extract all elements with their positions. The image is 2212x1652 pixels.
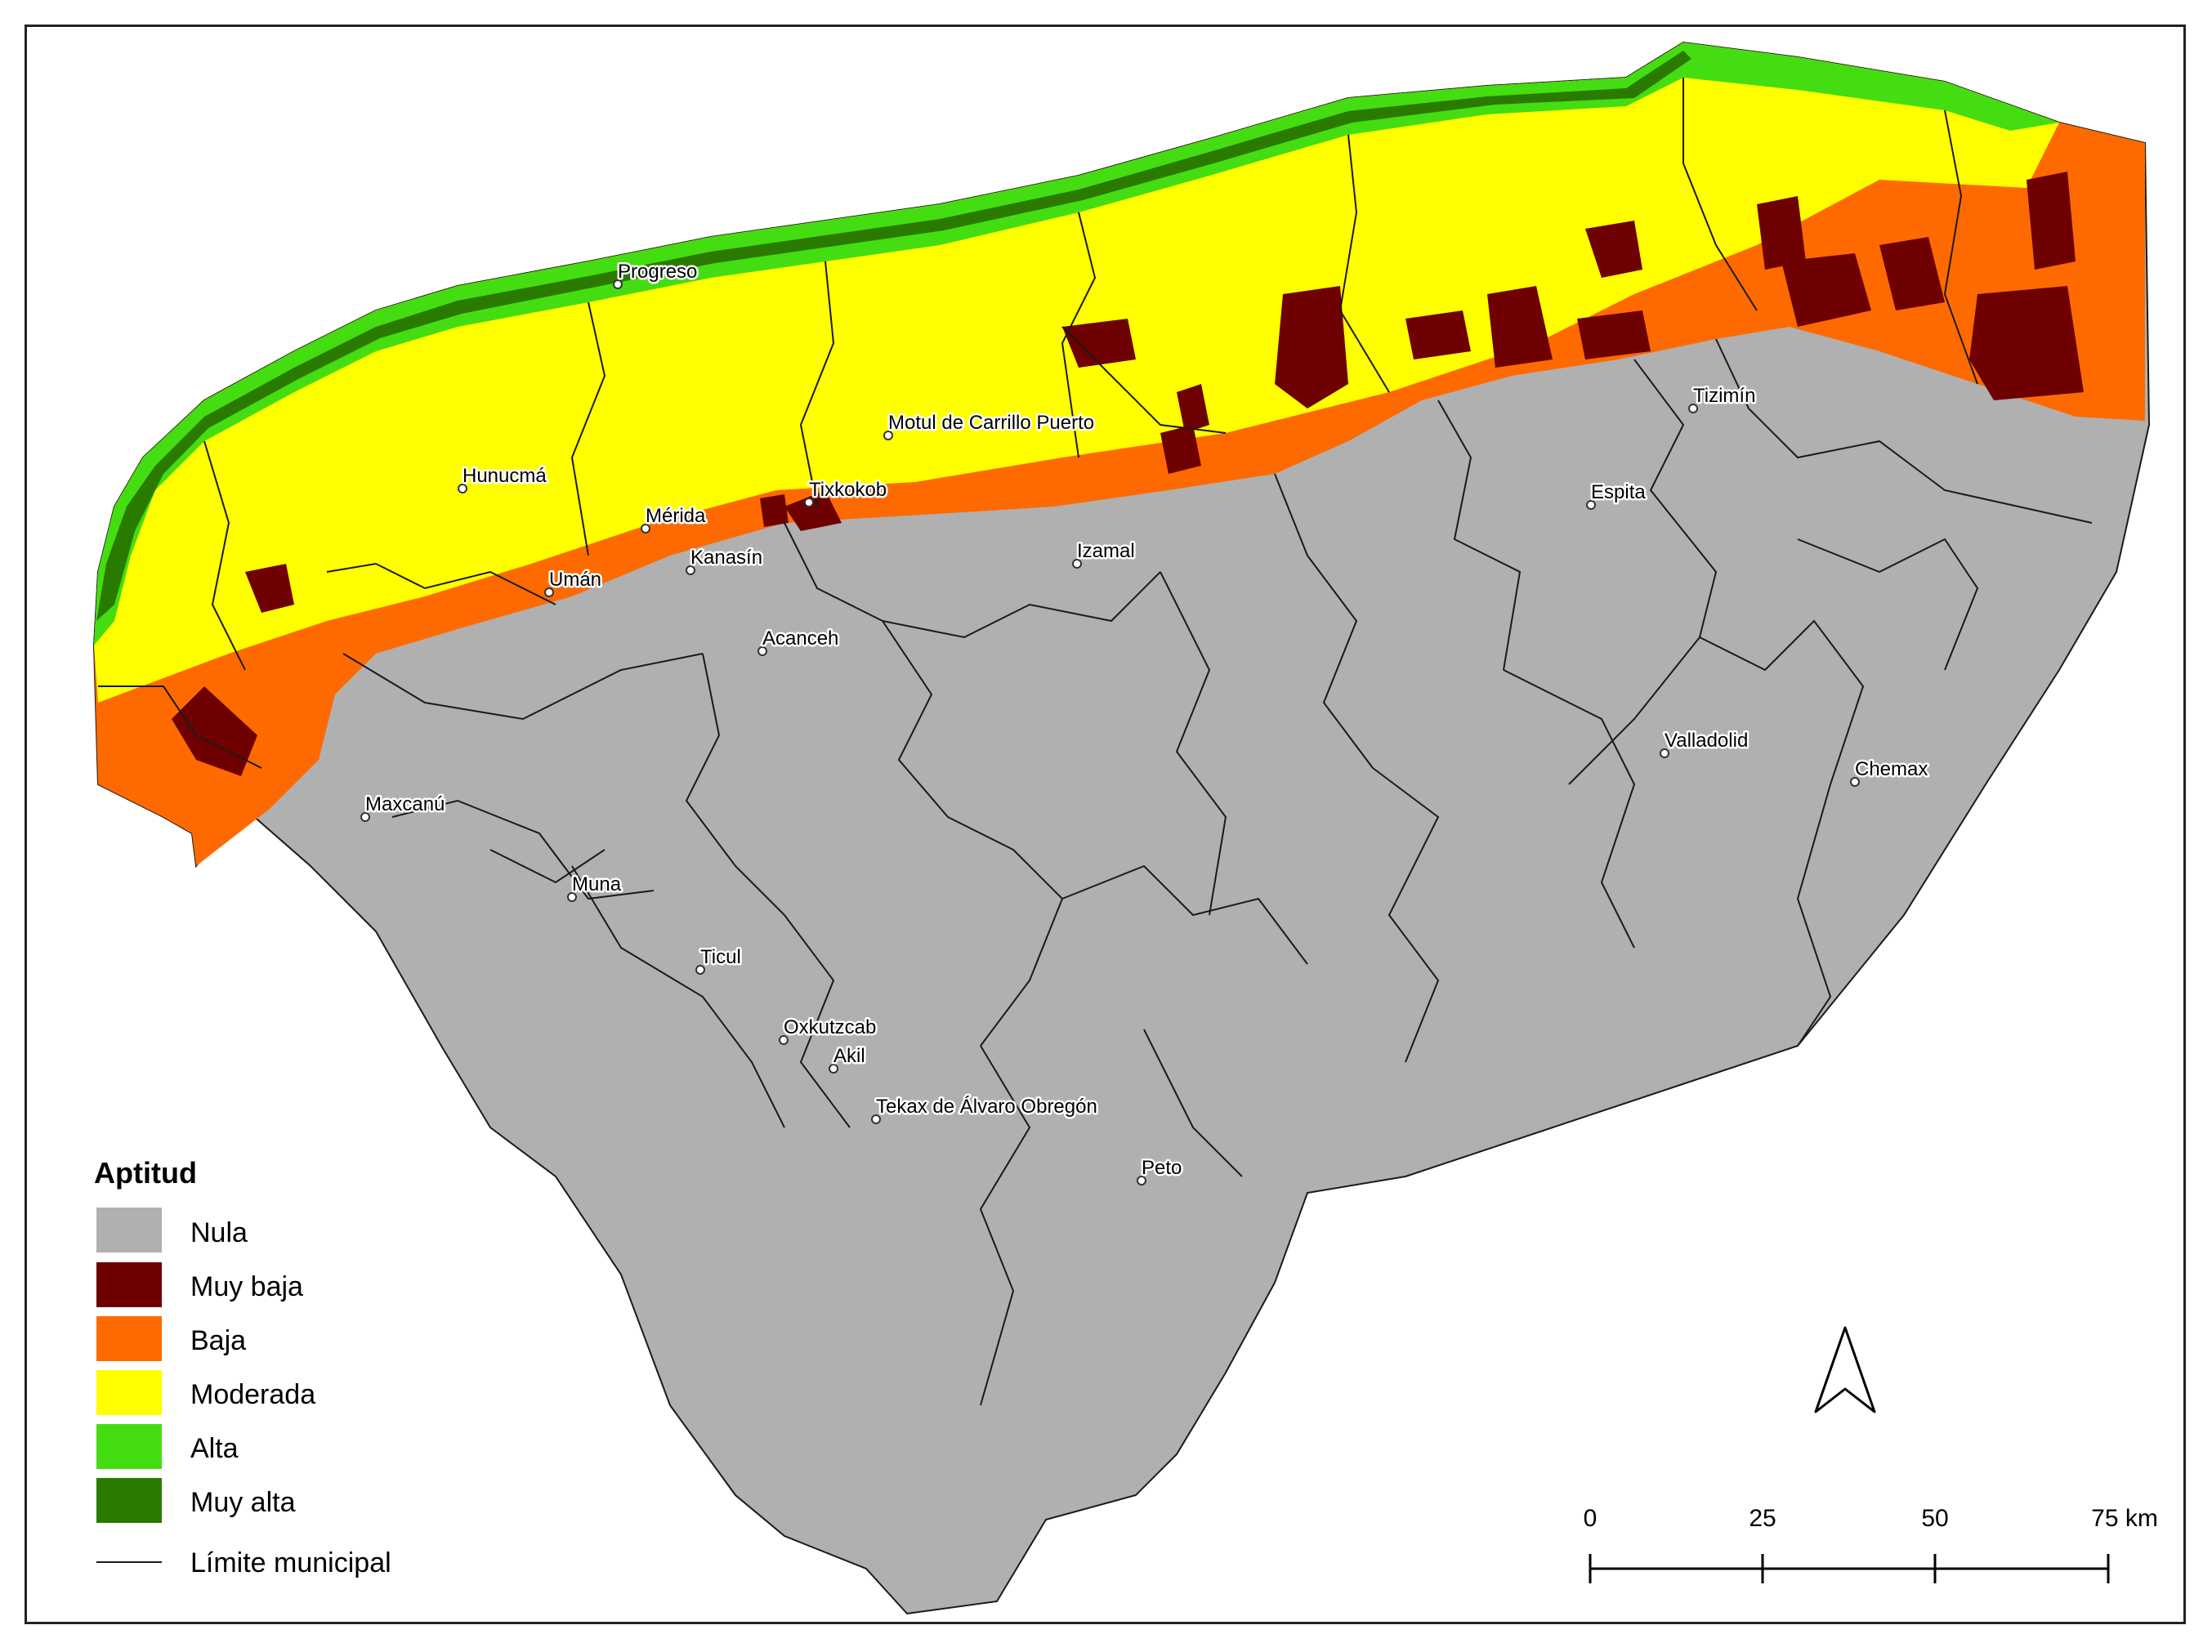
svg-text:Mérida: Mérida bbox=[646, 505, 706, 527]
city-peto[interactable]: Peto bbox=[1137, 1155, 1184, 1185]
municipal-boundaries bbox=[98, 78, 2093, 1406]
city-tixkokob[interactable]: Tixkokob bbox=[804, 477, 889, 507]
svg-text:Motul de Carrillo Puerto: Motul de Carrillo Puerto bbox=[888, 412, 1094, 434]
svg-text:Chemax: Chemax bbox=[1855, 758, 1928, 780]
legend-swatch-muy-baja bbox=[96, 1262, 162, 1307]
scale-tick-75km: 75 km bbox=[2091, 1505, 2158, 1532]
city-markers: Progreso Hunucmá Mérida Tixkokob Motul d… bbox=[360, 259, 1930, 1185]
svg-text:Espita: Espita bbox=[1591, 481, 1646, 503]
svg-text:Maxcanú: Maxcanú bbox=[365, 793, 445, 815]
city-espita[interactable]: Espita bbox=[1586, 480, 1648, 510]
svg-text:Ticul: Ticul bbox=[700, 946, 741, 968]
svg-text:Peto: Peto bbox=[1142, 1157, 1182, 1179]
svg-text:Kanasín: Kanasín bbox=[690, 547, 762, 569]
city-progreso[interactable]: Progreso bbox=[613, 259, 699, 289]
city-acanceh[interactable]: Acanceh bbox=[757, 626, 841, 656]
city-muna[interactable]: Muna bbox=[567, 872, 623, 902]
svg-text:Izamal: Izamal bbox=[1077, 540, 1135, 562]
legend-label-alta: Alta bbox=[190, 1433, 239, 1464]
scale-tick-50: 50 bbox=[1921, 1505, 1948, 1532]
scale-tick-25: 25 bbox=[1749, 1505, 1776, 1532]
svg-text:Muna: Muna bbox=[572, 873, 622, 895]
legend-label-moderada: Moderada bbox=[190, 1379, 315, 1410]
city-uman[interactable]: Umán bbox=[544, 567, 604, 597]
legend: Aptitud Nula Muy baja Baja Moderada Alta… bbox=[94, 1156, 391, 1578]
legend-label-muy-alta: Muy alta bbox=[190, 1487, 296, 1518]
north-arrow-icon bbox=[1814, 1326, 1876, 1413]
svg-text:Tixkokob: Tixkokob bbox=[809, 479, 887, 501]
legend-swatch-baja bbox=[96, 1316, 162, 1361]
city-tizimin[interactable]: Tizimín bbox=[1688, 383, 1758, 413]
city-oxkutzcab[interactable]: Oxkutzcab bbox=[779, 1015, 878, 1045]
city-hunucma[interactable]: Hunucmá bbox=[458, 463, 549, 493]
legend-label-baja: Baja bbox=[190, 1325, 246, 1356]
svg-text:Umán: Umán bbox=[549, 569, 601, 591]
city-ticul[interactable]: Ticul bbox=[695, 944, 743, 975]
svg-text:Tekax de Álvaro Obregón: Tekax de Álvaro Obregón bbox=[876, 1096, 1097, 1118]
legend-label-nula: Nula bbox=[190, 1217, 248, 1248]
legend-swatch-nula bbox=[96, 1208, 162, 1252]
city-tekax[interactable]: Tekax de Álvaro Obregón bbox=[871, 1094, 1099, 1124]
scale-tick-0: 0 bbox=[1584, 1505, 1598, 1532]
svg-text:Akil: Akil bbox=[833, 1045, 865, 1067]
svg-text:Acanceh: Acanceh bbox=[762, 627, 838, 650]
legend-swatch-alta bbox=[96, 1424, 162, 1469]
city-kanasin[interactable]: Kanasín bbox=[686, 545, 765, 575]
city-valladolid[interactable]: Valladolid bbox=[1660, 728, 1750, 758]
svg-text:Valladolid: Valladolid bbox=[1665, 730, 1748, 752]
svg-text:Tizimín: Tizimín bbox=[1693, 385, 1755, 407]
city-merida[interactable]: Mérida bbox=[641, 503, 708, 534]
svg-text:Oxkutzcab: Oxkutzcab bbox=[784, 1016, 876, 1038]
city-motul[interactable]: Motul de Carrillo Puerto bbox=[883, 410, 1097, 440]
legend-label-muy-baja: Muy baja bbox=[190, 1271, 303, 1302]
scale-bar: 0 25 50 75 km bbox=[1584, 1505, 2158, 1583]
legend-title: Aptitud bbox=[94, 1156, 197, 1190]
legend-swatch-muy-alta bbox=[96, 1478, 162, 1523]
city-chemax[interactable]: Chemax bbox=[1850, 757, 1930, 787]
map-frame bbox=[25, 25, 2186, 1624]
zone-muy-baja bbox=[172, 172, 2084, 776]
city-izamal[interactable]: Izamal bbox=[1072, 538, 1137, 569]
city-maxcanu[interactable]: Maxcanú bbox=[360, 792, 447, 822]
city-akil[interactable]: Akil bbox=[829, 1043, 867, 1074]
legend-label-boundary: Límite municipal bbox=[190, 1547, 391, 1578]
svg-text:Progreso: Progreso bbox=[618, 261, 697, 283]
svg-text:Hunucmá: Hunucmá bbox=[463, 465, 547, 487]
legend-swatch-moderada bbox=[96, 1370, 162, 1415]
